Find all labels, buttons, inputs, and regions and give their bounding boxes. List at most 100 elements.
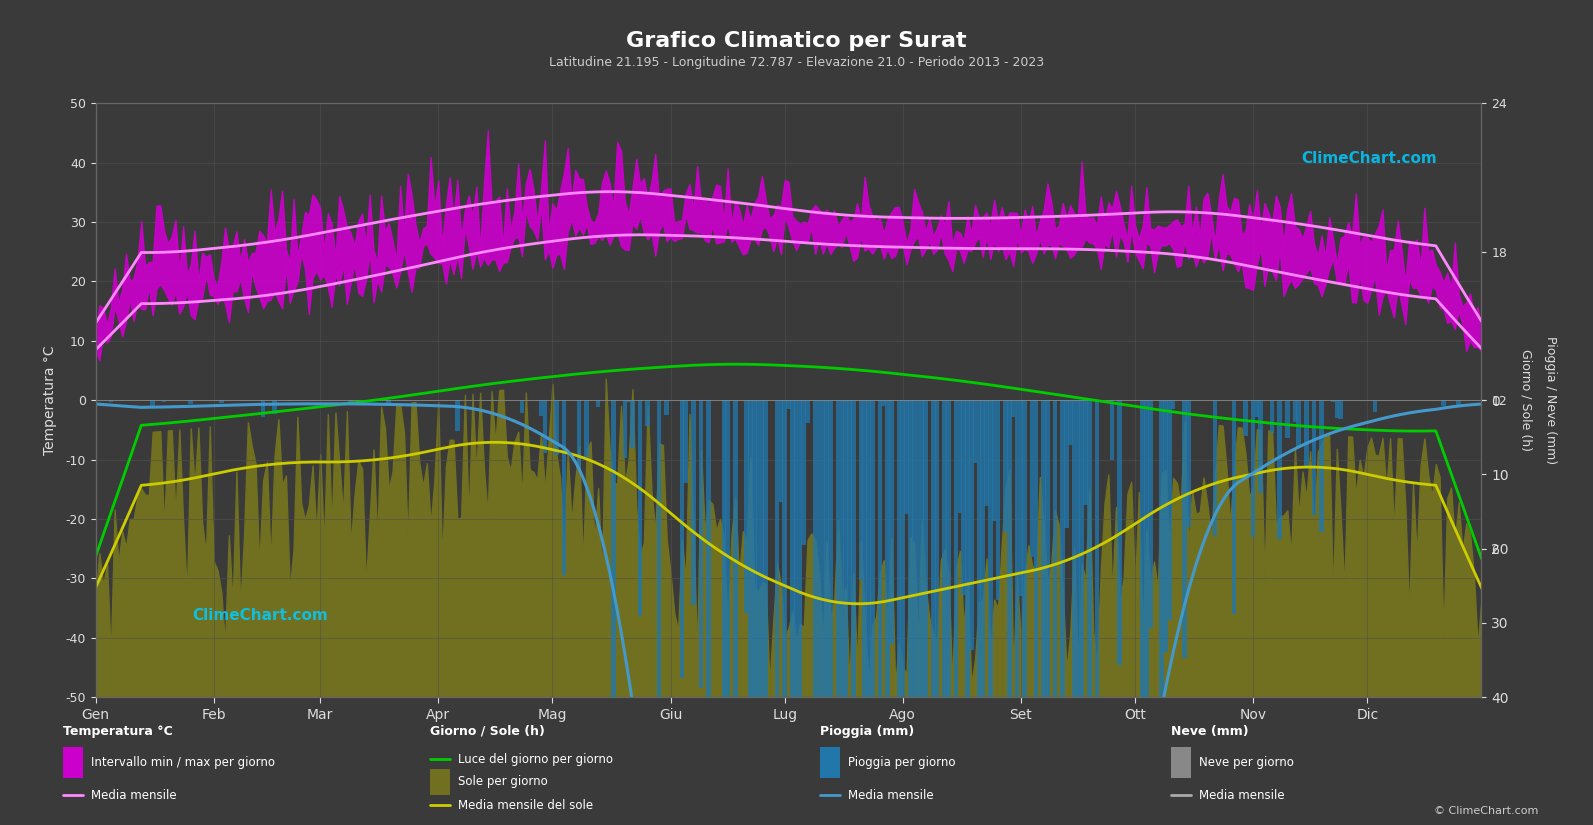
Bar (1251, 400, 1255, 537)
Bar (108, 400, 113, 402)
Bar (612, 400, 615, 728)
Bar (1311, 400, 1316, 515)
Bar (387, 400, 390, 405)
Bar (1072, 400, 1077, 825)
Bar (787, 400, 790, 408)
Bar (1080, 400, 1083, 794)
Bar (824, 400, 828, 825)
Bar (725, 400, 730, 793)
Bar (755, 400, 760, 825)
Bar (188, 400, 193, 404)
Bar (916, 400, 921, 825)
Bar (1007, 400, 1012, 825)
Bar (965, 400, 970, 825)
Bar (779, 400, 784, 502)
Text: Latitudine 21.195 - Longitudine 72.787 - Elevazione 21.0 - Periodo 2013 - 2023: Latitudine 21.195 - Longitudine 72.787 -… (550, 56, 1043, 69)
Bar (908, 400, 913, 825)
Bar (793, 400, 798, 825)
Bar (1141, 400, 1145, 825)
Bar (691, 400, 696, 605)
Bar (774, 400, 779, 825)
Bar (1171, 747, 1192, 777)
Bar (1335, 400, 1340, 418)
Bar (1338, 400, 1343, 418)
Bar (1286, 400, 1290, 438)
Bar (870, 400, 875, 825)
Bar (733, 400, 738, 825)
Bar (930, 400, 935, 825)
Bar (1456, 400, 1461, 404)
Bar (1086, 400, 1091, 825)
Bar (1012, 400, 1015, 417)
Bar (1305, 400, 1308, 469)
Text: Media mensile: Media mensile (847, 789, 933, 802)
Bar (867, 400, 871, 825)
Bar (1015, 400, 1020, 825)
Bar (1118, 400, 1121, 665)
Bar (538, 400, 543, 417)
Bar (1004, 400, 1008, 532)
Bar (946, 400, 951, 825)
Bar (577, 400, 581, 470)
Bar (1319, 400, 1324, 532)
Bar (954, 400, 959, 825)
Bar (1171, 400, 1176, 409)
Bar (973, 400, 978, 463)
Bar (162, 400, 166, 402)
Bar (862, 400, 867, 825)
Bar (801, 400, 806, 545)
Text: Pioggia per giorno: Pioggia per giorno (847, 756, 956, 769)
Bar (261, 400, 266, 417)
Bar (596, 400, 601, 408)
Bar (763, 400, 768, 825)
Bar (817, 400, 822, 725)
Bar (969, 400, 973, 650)
Bar (962, 400, 965, 595)
Bar (900, 400, 905, 825)
Bar (656, 400, 661, 743)
Bar (1258, 400, 1263, 493)
Bar (1067, 400, 1072, 446)
Text: Pioggia (mm): Pioggia (mm) (820, 724, 914, 738)
Bar (1149, 400, 1152, 628)
Bar (683, 400, 688, 483)
Bar (379, 400, 384, 401)
Bar (1064, 400, 1069, 528)
Bar (456, 400, 459, 431)
Text: ClimeChart.com: ClimeChart.com (193, 608, 328, 623)
Bar (886, 400, 890, 825)
Bar (150, 400, 155, 408)
Bar (349, 400, 354, 405)
Text: Grafico Climatico per Surat: Grafico Climatico per Surat (626, 31, 967, 50)
Bar (1442, 400, 1446, 406)
Bar (626, 400, 631, 402)
Bar (820, 747, 840, 777)
Bar (847, 400, 852, 603)
Bar (1083, 400, 1088, 506)
Bar (1231, 400, 1236, 614)
Bar (1075, 400, 1080, 719)
Bar (623, 400, 628, 458)
Bar (1045, 400, 1050, 825)
Text: Media mensile del sole: Media mensile del sole (457, 799, 593, 812)
Bar (935, 400, 940, 825)
Bar (1144, 400, 1149, 807)
Bar (1110, 400, 1115, 460)
Bar (645, 400, 650, 426)
Bar (1018, 400, 1023, 596)
Bar (430, 769, 449, 794)
Text: Media mensile: Media mensile (91, 789, 177, 802)
Bar (1031, 400, 1034, 558)
Text: Temperatura °C: Temperatura °C (62, 724, 172, 738)
Bar (1168, 400, 1171, 620)
Text: Intervallo min / max per giorno: Intervallo min / max per giorno (91, 756, 276, 769)
Bar (1330, 400, 1335, 402)
Bar (1373, 400, 1378, 412)
Bar (1042, 400, 1047, 825)
Bar (919, 400, 924, 825)
Bar (585, 400, 589, 457)
Bar (878, 400, 883, 825)
Bar (836, 400, 841, 809)
Bar (996, 400, 1000, 601)
Bar (1243, 400, 1247, 436)
